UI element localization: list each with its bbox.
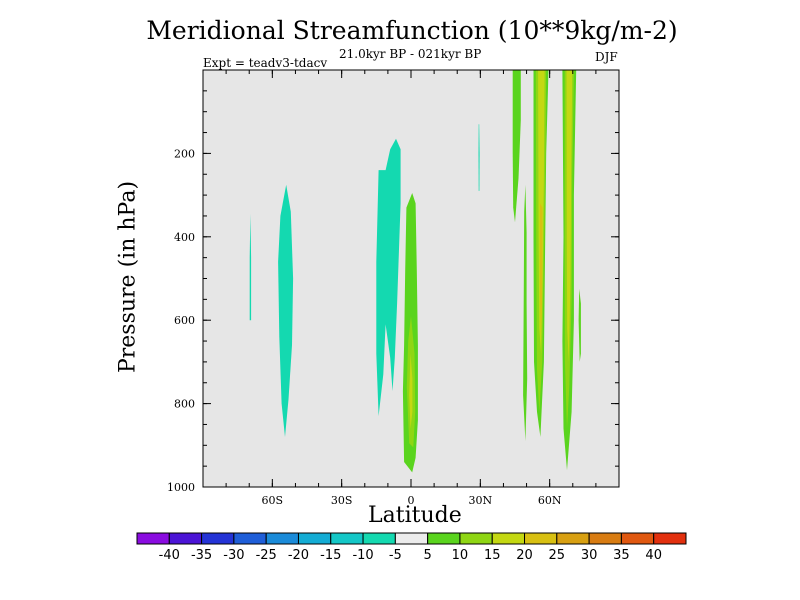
colorbar-label: 40 bbox=[645, 548, 662, 563]
contour-region-16 bbox=[566, 70, 573, 362]
colorbar-swatch bbox=[362, 532, 396, 545]
colorbar-label: 15 bbox=[484, 548, 501, 563]
colorbar-label: -20 bbox=[288, 548, 309, 563]
contour-region-17 bbox=[540, 203, 543, 337]
colorbar-label: -30 bbox=[223, 548, 244, 563]
colorbar-label: -5 bbox=[389, 548, 402, 563]
x-tick-label: 60N bbox=[538, 494, 562, 507]
contour-region-7 bbox=[523, 184, 528, 442]
colorbar-swatch bbox=[556, 532, 590, 545]
colorbar-swatch bbox=[588, 532, 622, 545]
colorbar-label: -10 bbox=[352, 548, 373, 563]
contour-region-4 bbox=[478, 124, 480, 191]
colorbar-label: 20 bbox=[516, 548, 533, 563]
colorbar-label: -25 bbox=[256, 548, 277, 563]
x-axis-label: Latitude bbox=[368, 503, 462, 528]
season-label: DJF bbox=[595, 50, 618, 64]
contour-regions bbox=[249, 70, 581, 473]
colorbar-swatch bbox=[297, 532, 332, 545]
colorbar-label: -40 bbox=[159, 548, 180, 563]
colorbar-swatch bbox=[233, 532, 267, 545]
chart-subtitle: 21.0kyr BP - 021kyr BP bbox=[339, 47, 482, 61]
colorbar-swatch bbox=[168, 532, 203, 545]
x-tick-label: 0 bbox=[408, 494, 415, 507]
axis-ticks: 60S 30S 0 30N 60N 200 400 600 800 1000 bbox=[167, 70, 620, 507]
contour-region-3 bbox=[376, 138, 401, 417]
contour-region-1 bbox=[249, 213, 252, 321]
experiment-label: Expt = teadv3-tdacv bbox=[203, 56, 328, 70]
x-tick-label: 30S bbox=[331, 494, 353, 507]
x-tick-label: 30N bbox=[469, 494, 493, 507]
colorbar-label: 5 bbox=[424, 548, 432, 563]
contour-region-2 bbox=[278, 184, 294, 437]
colorbar-label: -15 bbox=[320, 548, 341, 563]
y-tick-label: 800 bbox=[174, 398, 195, 411]
colorbar-swatch bbox=[620, 532, 655, 545]
colorbar-swatch bbox=[524, 532, 558, 545]
chart-title: Meridional Streamfunction (10**9kg/m-2) bbox=[146, 16, 678, 45]
colorbar-label: 25 bbox=[549, 548, 566, 563]
colorbar-swatch bbox=[330, 532, 364, 545]
colorbar-label: 30 bbox=[581, 548, 598, 563]
colorbar-swatch bbox=[136, 532, 170, 545]
y-tick-label: 1000 bbox=[167, 481, 195, 494]
y-tick-label: 600 bbox=[174, 314, 195, 327]
colorbar-label: 35 bbox=[613, 548, 630, 563]
colorbar: -40 -35 -30 -25 -20 -15 -10 -5 5 10 15 20 25 30 35 40 bbox=[136, 532, 687, 563]
contour-region-10 bbox=[578, 288, 581, 362]
colorbar-swatch bbox=[427, 532, 461, 545]
y-tick-label: 400 bbox=[174, 231, 195, 244]
colorbar-swatch bbox=[459, 532, 493, 545]
contour-region-14 bbox=[409, 353, 413, 429]
colorbar-label: -35 bbox=[191, 548, 212, 563]
x-tick-label: 60S bbox=[262, 494, 284, 507]
colorbar-label: 10 bbox=[452, 548, 469, 563]
colorbar-swatch bbox=[201, 532, 235, 545]
colorbar-swatch bbox=[491, 532, 526, 545]
contour-region-6 bbox=[512, 70, 521, 223]
colorbar-swatch bbox=[653, 532, 687, 545]
colorbar-swatch bbox=[265, 532, 299, 545]
colorbar-swatch bbox=[394, 532, 429, 545]
y-tick-label: 200 bbox=[174, 147, 195, 160]
